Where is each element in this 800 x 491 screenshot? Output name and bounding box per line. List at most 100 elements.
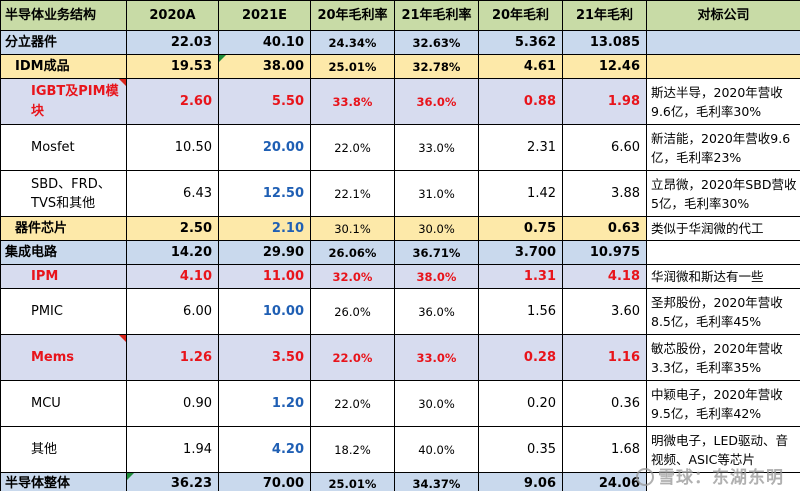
cell-gp20: 1.31 [478,264,563,289]
cell-2020a: 4.10 [126,264,219,289]
cell-2021e: 10.00 [218,288,311,335]
cell-gp21: 1.68 [562,426,647,473]
cell-gp20: 0.35 [478,426,563,473]
cell-company: 斯达半导，2020年营收9.6亿，毛利率30% [646,78,800,125]
table-row: Mems 1.26 3.50 22.0% 33.0% 0.28 1.16 敏芯股… [0,334,800,381]
cell-gp21: 0.63 [562,216,647,241]
cell-gm21: 30.0% [394,380,479,427]
cell-gp20: 3.700 [478,240,563,265]
row-label: IPM [0,264,127,289]
cell-company: 立昂微，2020年SBD营收5亿，毛利率30% [646,170,800,217]
row-label: 半导体整体 [0,472,127,491]
col-header-gm21: 21年毛利率 [394,0,479,31]
cell-gm20: 22.1% [310,170,395,217]
cell-gm21: 31.0% [394,170,479,217]
cell-gp20: 0.88 [478,78,563,125]
cell-gm21: 36.71% [394,240,479,265]
cell-gm20: 25.01% [310,54,395,79]
cell-2020a: 1.26 [126,334,219,381]
cell-gm21: 30.0% [394,216,479,241]
cell-company: 类似于华润微的代工 [646,216,800,241]
cell-gm20: 24.34% [310,30,395,55]
cell-2020a: 2.50 [126,216,219,241]
col-header-gm20: 20年毛利率 [310,0,395,31]
table-row: 其他 1.94 4.20 18.2% 40.0% 0.35 1.68 明微电子，… [0,426,800,473]
cell-company: 圣邦股份，2020年营收8.5亿，毛利率45% [646,288,800,335]
table-row: MCU 0.90 1.20 22.0% 30.0% 0.20 0.36 中颖电子… [0,380,800,427]
row-label: 其他 [0,426,127,473]
comment-marker [219,55,226,62]
cell-company: 新洁能，2020年营收9.6亿，毛利率23% [646,124,800,171]
col-header-2021e: 2021E [218,0,311,31]
cell-gp20: 1.42 [478,170,563,217]
cell-company: 敏芯股份，2020年营收3.3亿，毛利率35% [646,334,800,381]
table-row: SBD、FRD、TVS和其他 6.43 12.50 22.1% 31.0% 1.… [0,170,800,217]
cell-gm21: 38.0% [394,264,479,289]
table-row: IPM 4.10 11.00 32.0% 38.0% 1.31 4.18 华润微… [0,264,800,289]
row-label: Mems [0,334,127,381]
row-label: 器件芯片 [0,216,127,241]
cell-2021e: 12.50 [218,170,311,217]
table-row: IDM成品 19.53 38.00 25.01% 32.78% 4.61 12.… [0,54,800,79]
comment-marker [119,335,126,342]
cell-2020a: 10.50 [126,124,219,171]
table-row: 集成电路 14.20 29.90 26.06% 36.71% 3.700 10.… [0,240,800,265]
row-label-text: Mems [31,349,75,365]
cell-gp21: 1.98 [562,78,647,125]
cell-2021e: 29.90 [218,240,311,265]
cell-gp20: 0.75 [478,216,563,241]
cell-gm21: 36.0% [394,288,479,335]
cell-2020a: 1.94 [126,426,219,473]
cell-2021e: 4.20 [218,426,311,473]
cell-2020a: 6.43 [126,170,219,217]
cell-gm20: 18.2% [310,426,395,473]
cell-gm21: 33.0% [394,124,479,171]
cell-company [646,54,800,79]
table-row: PMIC 6.00 10.00 26.0% 36.0% 1.56 3.60 圣邦… [0,288,800,335]
col-header-segment: 半导体业务结构 [0,0,127,31]
cell-gm20: 22.0% [310,380,395,427]
cell-gp20: 2.31 [478,124,563,171]
cell-gm21: 33.0% [394,334,479,381]
header-row: 半导体业务结构 2020A 2021E 20年毛利率 21年毛利率 20年毛利 … [0,0,800,31]
row-label: Mosfet [0,124,127,171]
cell-gp21: 0.36 [562,380,647,427]
cell-gp21: 4.18 [562,264,647,289]
cell-2021e: 2.10 [218,216,311,241]
cell-company [646,240,800,265]
cell-2020a: 14.20 [126,240,219,265]
cell-gp20: 1.56 [478,288,563,335]
cell-gp21: 1.16 [562,334,647,381]
cell-gm20: 26.06% [310,240,395,265]
cell-gm21: 36.0% [394,78,479,125]
cell-company: 中颖电子，2020年营收9.5亿，毛利率42% [646,380,800,427]
cell-2021e: 38.00 [218,54,311,79]
cell-gp21: 13.085 [562,30,647,55]
cell-gm20: 32.0% [310,264,395,289]
row-label: 分立器件 [0,30,127,55]
cell-gp20: 0.28 [478,334,563,381]
cell-gm20: 22.0% [310,124,395,171]
cell-2021e: 3.50 [218,334,311,381]
row-label: IDM成品 [0,54,127,79]
row-label: MCU [0,380,127,427]
table-row: 分立器件 22.03 40.10 24.34% 32.63% 5.362 13.… [0,30,800,55]
col-header-2020a: 2020A [126,0,219,31]
cell-2020a: 22.03 [126,30,219,55]
cell-company: 华润微和斯达有一些 [646,264,800,289]
cell-gm20: 30.1% [310,216,395,241]
cell-value: 36.23 [170,475,212,491]
row-label: PMIC [0,288,127,335]
col-header-gp21: 21年毛利 [562,0,647,31]
col-header-gp20: 20年毛利 [478,0,563,31]
cell-2020a: 0.90 [126,380,219,427]
cell-gp21: 3.60 [562,288,647,335]
table-row: IGBT及PIM模块 2.60 5.50 33.8% 36.0% 0.88 1.… [0,78,800,125]
cell-2020a: 19.53 [126,54,219,79]
cell-2021e: 40.10 [218,30,311,55]
cell-2021e: 1.20 [218,380,311,427]
cell-gm20: 33.8% [310,78,395,125]
row-label: SBD、FRD、TVS和其他 [0,170,127,217]
comment-marker [119,79,126,86]
